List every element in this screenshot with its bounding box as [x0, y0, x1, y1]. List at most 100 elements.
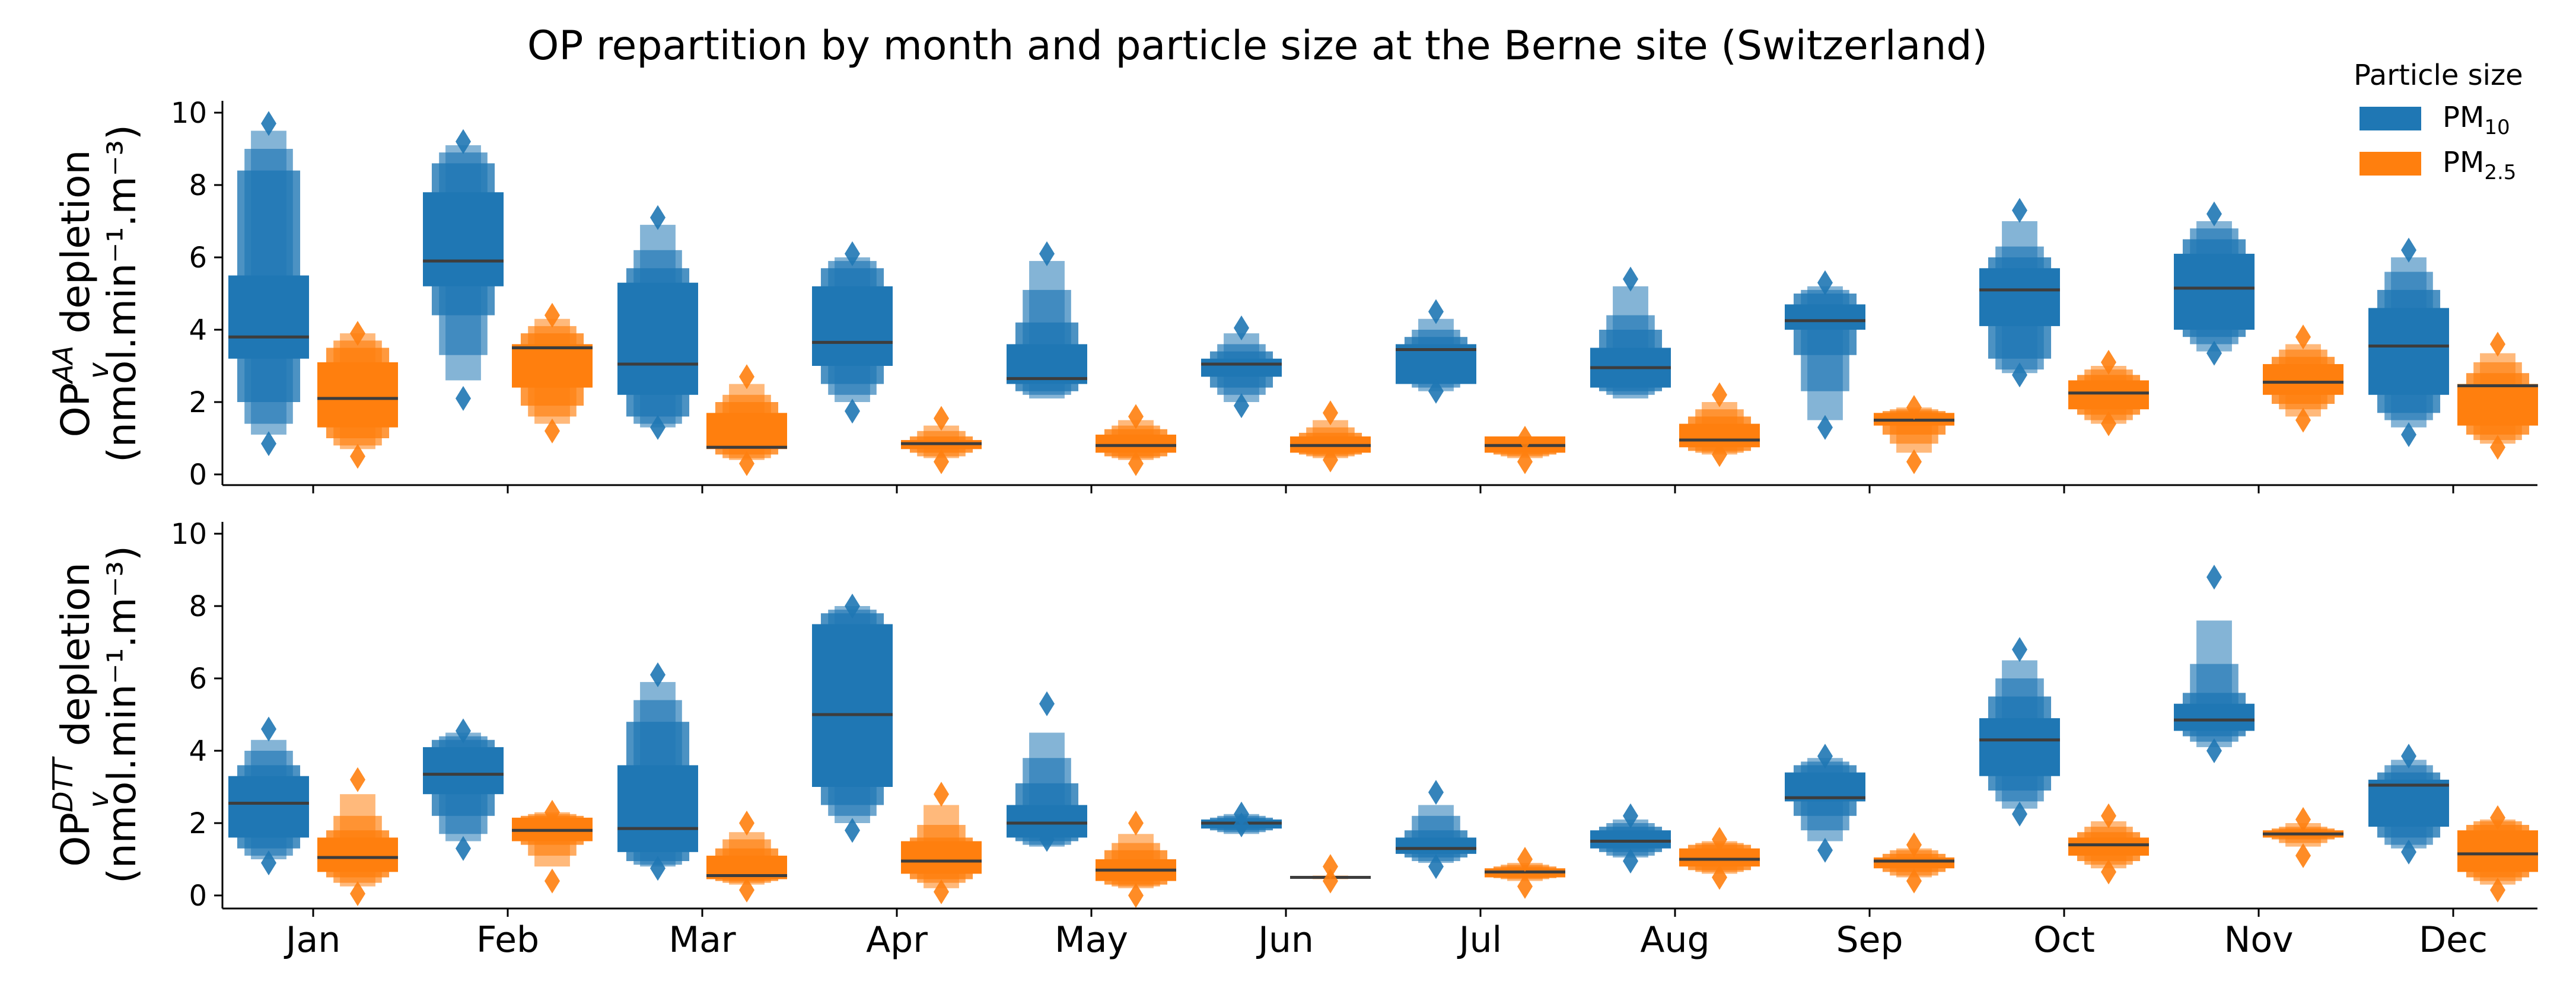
boxen-level-1 [1979, 268, 2060, 326]
boxen-nov-pm10 [2174, 201, 2255, 366]
y-axis-label: OPAA v depletion (nmol.min⁻¹.m⁻³) [47, 125, 145, 463]
outlier-point [456, 718, 471, 744]
boxen-level-1 [228, 275, 309, 359]
y-axis-label: OPDTT v depletion (nmol.min⁻¹.m⁻³) [47, 546, 145, 884]
boxen-jan-pm25 [317, 321, 398, 469]
boxen-level-1 [317, 837, 398, 872]
boxen-jan-pm10 [228, 111, 309, 457]
boxen-sep-pm10 [1785, 744, 1865, 863]
outlier-point [934, 782, 949, 807]
outlier-point [1234, 315, 1249, 340]
outlier-point [350, 881, 365, 906]
x-tick-label-mar: Mar [668, 919, 736, 961]
y-tick-label: 4 [189, 314, 207, 347]
boxen-level-1 [617, 765, 698, 852]
boxen-level-1 [2263, 364, 2343, 395]
legend-label-sub: 10 [2484, 116, 2510, 139]
outlier-point [845, 818, 860, 843]
svg-text:PM10: PM10 [2443, 101, 2510, 139]
y-tick-label: 6 [189, 241, 207, 275]
boxen-level-1 [1396, 837, 1476, 854]
y-tick-label: 0 [189, 879, 207, 913]
boxen-dec-pm10 [2368, 237, 2449, 447]
x-tick-label-jun: Jun [1256, 919, 1314, 961]
outlier-point [1428, 780, 1444, 805]
boxen-aug-pm25 [1679, 827, 1760, 890]
boxen-level-1 [2068, 380, 2149, 410]
outlier-point [1906, 832, 1922, 858]
y-tick-label: 10 [171, 97, 207, 130]
outlier-point [1323, 447, 1338, 473]
boxen-mar-pm25 [706, 811, 787, 903]
y-tick-label: 8 [189, 169, 207, 202]
boxen-level-1 [2368, 779, 2449, 827]
outlier-point [2101, 859, 2116, 885]
outlier-point [1517, 449, 1533, 474]
x-tick-label-nov: Nov [2224, 919, 2293, 961]
outlier-point [545, 418, 560, 444]
legend-item-pm25: PM2.5 [2360, 146, 2516, 184]
outlier-point [934, 406, 949, 431]
outlier-point [456, 385, 471, 411]
boxen-jun-pm25 [1290, 400, 1371, 473]
legend-label-base: PM [2443, 101, 2484, 134]
boxen-mar-pm25 [706, 364, 787, 476]
outlier-point [350, 321, 365, 346]
boxen-level-1 [901, 841, 982, 874]
outlier-point [2012, 362, 2027, 388]
outlier-point [2401, 422, 2416, 447]
outlier-point [1712, 827, 1727, 852]
boxen-aug-pm10 [1590, 803, 1671, 874]
outlier-point [1428, 299, 1444, 324]
boxen-jul-pm10 [1396, 299, 1476, 404]
legend-label-sub: 2.5 [2484, 161, 2516, 184]
x-tick-label-feb: Feb [476, 919, 539, 961]
series-pm10 [228, 565, 2449, 881]
boxen-level-1 [2457, 384, 2538, 426]
boxen-level-1 [228, 776, 309, 838]
boxen-nov-pm25 [2263, 324, 2343, 433]
legend-swatch [2360, 152, 2421, 176]
outlier-point [2295, 807, 2311, 832]
chart-title: OP repartition by month and particle siz… [527, 23, 1988, 69]
outlier-point [1623, 266, 1638, 292]
boxen-dec-pm25 [2457, 331, 2538, 460]
outlier-point [1906, 868, 1922, 894]
y-tick-label: 2 [189, 386, 207, 419]
outlier-point [261, 431, 276, 457]
outlier-point [261, 111, 276, 136]
outlier-point [650, 856, 666, 881]
boxen-level-1 [812, 286, 893, 366]
series-pm10 [228, 111, 2449, 457]
boxen-level-1 [512, 344, 593, 388]
boxen-level-1 [812, 624, 893, 787]
outlier-point [1517, 847, 1533, 872]
outlier-point [1906, 395, 1922, 420]
outlier-point [2012, 637, 2027, 662]
outlier-point [2490, 877, 2505, 903]
outlier-point [2206, 340, 2222, 366]
outlier-point [2401, 237, 2416, 263]
boxen-mar-pm10 [617, 205, 698, 440]
outlier-point [1128, 404, 1144, 429]
legend-item-pm10: PM10 [2360, 101, 2510, 139]
y-label-text: depletion [53, 562, 98, 758]
outlier-point [2101, 349, 2116, 375]
y-label-superscript: AA [47, 346, 79, 385]
boxen-level-1 [1590, 830, 1671, 849]
outlier-point [1428, 378, 1444, 404]
boxen-level-1 [1874, 857, 1954, 869]
boxen-feb-pm10 [423, 129, 504, 411]
boxen-jun-pm10 [1201, 315, 1282, 419]
outlier-point [1428, 854, 1444, 879]
y-tick-label: 8 [189, 590, 207, 623]
outlier-point [2101, 411, 2116, 436]
boxen-level-1 [617, 282, 698, 395]
outlier-point [739, 364, 754, 390]
y-label-unit: (nmol.min⁻¹.m⁻³) [99, 546, 145, 884]
outlier-point [2295, 324, 2311, 350]
boxen-may-pm25 [1096, 811, 1176, 908]
outlier-point [2401, 839, 2416, 865]
